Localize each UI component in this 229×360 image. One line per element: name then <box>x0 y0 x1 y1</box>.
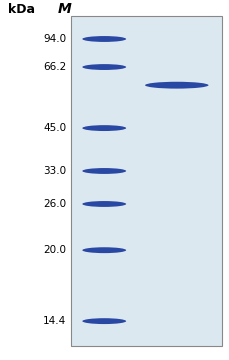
Text: 66.2: 66.2 <box>43 62 66 72</box>
Text: M: M <box>57 2 71 16</box>
Text: 45.0: 45.0 <box>43 123 66 133</box>
FancyBboxPatch shape <box>71 16 222 346</box>
Ellipse shape <box>82 64 126 70</box>
Ellipse shape <box>82 168 126 174</box>
Text: 33.0: 33.0 <box>43 166 66 176</box>
Ellipse shape <box>145 82 209 89</box>
Text: 94.0: 94.0 <box>43 34 66 44</box>
Ellipse shape <box>82 201 126 207</box>
Ellipse shape <box>82 125 126 131</box>
Ellipse shape <box>82 247 126 253</box>
Text: 26.0: 26.0 <box>43 199 66 209</box>
Text: 14.4: 14.4 <box>43 316 66 326</box>
Ellipse shape <box>82 36 126 42</box>
Text: kDa: kDa <box>8 3 35 16</box>
Ellipse shape <box>82 318 126 324</box>
Text: 20.0: 20.0 <box>44 245 66 255</box>
